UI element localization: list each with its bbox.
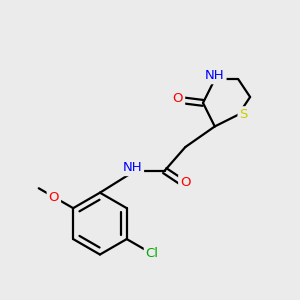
Text: NH: NH (205, 69, 225, 82)
Text: O: O (180, 176, 190, 189)
Text: O: O (173, 92, 183, 105)
Text: Cl: Cl (146, 247, 159, 260)
Text: S: S (239, 108, 248, 121)
Text: O: O (49, 191, 59, 204)
Text: NH: NH (122, 161, 142, 174)
